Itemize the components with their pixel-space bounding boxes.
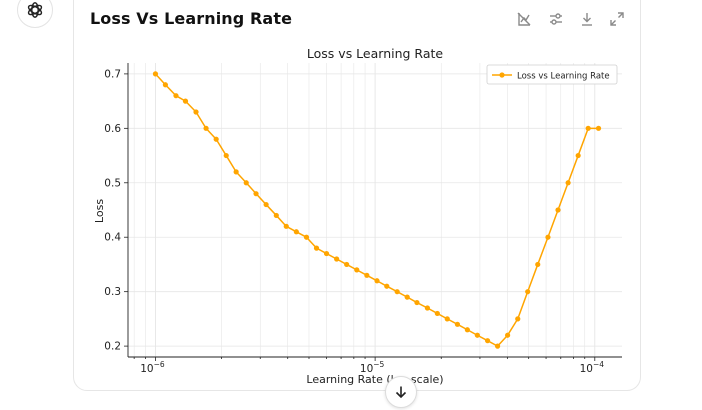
data-point: [434, 310, 440, 317]
data-point: [182, 98, 189, 104]
legend-box: [486, 64, 618, 85]
data-point: [273, 212, 279, 219]
data-point: [263, 201, 269, 208]
data-point: [565, 180, 571, 186]
data-point: [525, 289, 531, 295]
x-tick-label: 10−6: [140, 360, 165, 375]
expand-icon[interactable]: [607, 9, 627, 29]
data-point: [394, 289, 400, 295]
data-point: [293, 229, 299, 235]
legend-label: Loss vs Learning Rate: [517, 72, 610, 82]
data-point: [404, 294, 410, 300]
data-point: [313, 245, 320, 251]
x-tick-exponent: −4: [593, 360, 604, 369]
axes: 0.20.30.40.50.60.710−6 10−5 10−4: [104, 63, 622, 375]
x-axis-label: Learning Rate (log scale): [306, 373, 443, 386]
data-point: [354, 267, 360, 273]
chart-interactive-toggle-icon[interactable]: [514, 9, 534, 29]
card-title: Loss Vs Learning Rate: [90, 9, 293, 28]
data-point: [555, 207, 561, 213]
data-point: [364, 272, 370, 278]
data-point: [464, 327, 470, 333]
y-axis-label: Loss: [93, 199, 106, 223]
y-tick-label: 0.7: [104, 68, 121, 80]
data-point: [575, 152, 581, 159]
data-point: [374, 278, 380, 284]
data-point: [384, 283, 390, 289]
data-point: [243, 180, 249, 186]
chart-legend: Loss vs Learning Rate: [486, 64, 618, 85]
arrow-down-icon: [395, 386, 407, 399]
options-sliders-icon[interactable]: [546, 9, 566, 29]
grid-lines: [128, 63, 622, 357]
y-tick-label: 0.6: [104, 123, 121, 135]
data-point: [173, 93, 179, 99]
data-point: [344, 261, 350, 268]
openai-logo-icon: [27, 2, 43, 18]
data-point: [303, 234, 310, 240]
data-point: [515, 316, 521, 322]
data-point: [585, 125, 591, 131]
x-tick-exponent: −6: [154, 360, 165, 369]
data-point: [595, 125, 602, 131]
data-point: [505, 332, 511, 338]
data-point: [454, 321, 461, 327]
data-point: [444, 316, 450, 322]
data-point: [414, 299, 420, 306]
data-point: [283, 223, 289, 229]
legend-marker: [499, 72, 505, 78]
x-tick-exponent: −5: [373, 360, 384, 369]
download-icon[interactable]: [577, 9, 597, 29]
data-point: [494, 343, 501, 349]
data-point: [193, 109, 199, 115]
data-point: [323, 250, 330, 257]
data-point: [545, 234, 551, 240]
chart-title: Loss vs Learning Rate: [307, 46, 443, 61]
data-point: [152, 71, 159, 77]
x-tick-label: 10−4: [580, 360, 605, 375]
assistant-logo-icon: [17, 0, 53, 28]
data-point: [233, 169, 239, 175]
series-layer: [152, 71, 602, 349]
scroll-down-button[interactable]: [385, 376, 417, 408]
data-point: [334, 256, 340, 262]
data-point: [223, 152, 229, 159]
data-point: [253, 191, 259, 197]
data-point: [162, 82, 169, 88]
data-point: [474, 332, 480, 338]
data-point: [484, 338, 491, 344]
y-tick-label: 0.3: [104, 286, 121, 298]
y-tick-label: 0.4: [104, 232, 121, 244]
data-point: [535, 261, 541, 268]
data-point: [213, 136, 219, 142]
data-point: [424, 305, 431, 311]
series-line: [154, 73, 599, 347]
data-point: [203, 125, 209, 131]
y-tick-label: 0.5: [104, 177, 121, 189]
y-tick-label: 0.2: [104, 341, 121, 353]
